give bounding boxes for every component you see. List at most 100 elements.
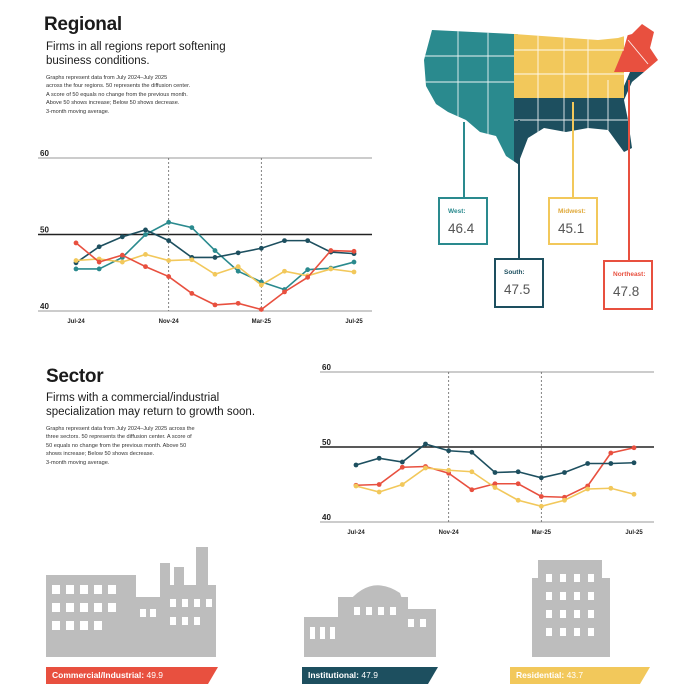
data-point-teal (305, 267, 311, 273)
x-tick-label: Jul-25 (345, 319, 363, 325)
region-box-northeast: Northeast: 47.8 (603, 260, 653, 310)
data-point-yellow (376, 489, 382, 495)
x-tick-label: Jul-24 (67, 319, 85, 325)
data-point-navy (562, 470, 567, 475)
data-point-navy (166, 238, 172, 244)
data-point-navy (282, 238, 287, 244)
data-point-yellow (515, 497, 521, 503)
west-connector (463, 122, 465, 198)
data-point-yellow (166, 258, 172, 263)
region-box-midwest: Midwest: 45.1 (548, 197, 598, 245)
data-point-navy (585, 461, 591, 466)
region-value: 46.4 (448, 221, 475, 236)
ribbon-residential: Residential: 43.7 (510, 667, 650, 684)
data-point-yellow (212, 271, 218, 277)
region-label: Midwest: (558, 208, 586, 215)
data-point-teal (166, 219, 172, 225)
ribbon-value: 49.9 (146, 670, 164, 680)
x-tick-label: Nov-24 (439, 530, 460, 536)
data-point-yellow (538, 503, 544, 509)
region-label: West: (448, 208, 466, 215)
data-point-teal (351, 259, 357, 265)
data-point-navy (538, 475, 544, 481)
data-point-yellow (119, 259, 125, 265)
data-point-teal (235, 268, 241, 274)
region-value: 45.1 (558, 221, 585, 236)
data-point-navy (608, 461, 614, 466)
data-point-red (235, 300, 241, 306)
apartment-building-icon (532, 560, 610, 657)
data-point-red (492, 481, 498, 487)
regional-subtitle-line1: Firms in all regions report softening (46, 41, 226, 53)
data-point-teal (96, 266, 102, 272)
data-point-red (143, 264, 148, 270)
region-label: Northeast: (613, 271, 646, 278)
data-point-teal (212, 248, 218, 253)
y-tick-label: 40 (322, 513, 331, 522)
data-point-navy (353, 462, 359, 468)
ribbon-value: 43.7 (566, 670, 584, 680)
sector-note-line: three sectors. 50 represents the diffusi… (46, 434, 192, 441)
data-point-yellow (446, 467, 452, 473)
data-point-navy (376, 455, 382, 461)
regional-note-line: 3-month moving average. (46, 108, 110, 115)
data-point-red (212, 302, 218, 308)
y-tick-label: 60 (40, 149, 49, 158)
ribbon-value: 47.9 (361, 670, 378, 680)
data-point-red (376, 482, 382, 487)
data-point-navy (143, 227, 148, 233)
institutional-building-icon (304, 585, 436, 657)
data-point-yellow (469, 469, 475, 475)
data-point-yellow (351, 269, 357, 275)
regional-subtitle-line2: business conditions. (46, 55, 150, 67)
south-connector (518, 120, 520, 258)
data-point-yellow (235, 264, 241, 270)
data-point-red (305, 274, 311, 280)
data-point-yellow (282, 268, 287, 274)
sector-line-chart: 40 50 60 Jul-24 Nov-24 Mar-25 Jul-25 (320, 363, 654, 536)
region-box-south: South: 47.5 (494, 258, 544, 308)
data-point-red (515, 481, 521, 487)
data-point-yellow (608, 485, 614, 491)
ribbon-label: Residential: (516, 670, 565, 680)
data-point-yellow (492, 485, 498, 490)
sector-subtitle-line2: specialization may return to growth soon… (46, 406, 256, 418)
x-tick-label: Jul-25 (625, 530, 643, 536)
y-tick-label: 40 (40, 302, 49, 311)
data-point-yellow (73, 258, 79, 263)
data-point-red (258, 307, 264, 312)
regional-note-line: Graphs represent data from July 2024–Jul… (46, 75, 168, 81)
data-point-red (119, 252, 125, 258)
data-point-red (399, 464, 405, 470)
sector-subtitle-line1: Firms with a commercial/industrial (46, 392, 220, 404)
y-tick-label: 50 (322, 438, 331, 447)
data-point-navy (515, 469, 521, 475)
data-point-navy (492, 470, 498, 475)
sector-title: Sector (46, 366, 104, 387)
x-tick-label: Mar-25 (252, 319, 272, 325)
data-point-red (608, 450, 614, 456)
data-point-navy (423, 441, 428, 447)
regional-note-line: Above 50 shows increase; Below 50 shows … (46, 100, 180, 107)
sector-note-line: Graphs represent data from July 2024–Jul… (46, 426, 195, 432)
data-point-navy (258, 245, 264, 251)
region-value: 47.5 (504, 282, 531, 297)
sector-subtitle: Firms with a commercial/industrial speci… (46, 391, 255, 419)
data-point-yellow (399, 482, 405, 487)
data-point-navy (469, 449, 475, 455)
data-point-red (328, 248, 334, 253)
regional-note-line: A score of 50 equals no change from the … (46, 91, 188, 98)
data-point-red (538, 494, 544, 499)
northeast-connector (628, 80, 630, 260)
sector-note-line: 50 equals no change from the previous mo… (46, 442, 187, 449)
data-point-navy (119, 234, 125, 240)
data-point-red (469, 487, 475, 493)
data-point-red (631, 445, 637, 451)
x-tick-label: Mar-25 (532, 530, 552, 536)
factory-building-icon (46, 547, 216, 657)
region-label: South: (504, 269, 525, 276)
data-point-teal (143, 232, 148, 237)
regional-line-chart: 40 50 60 Jul-24 Nov-24 Mar-25 Jul-25 (38, 149, 372, 325)
region-box-west: West: 46.4 (438, 197, 488, 245)
y-tick-label: 50 (40, 226, 49, 235)
